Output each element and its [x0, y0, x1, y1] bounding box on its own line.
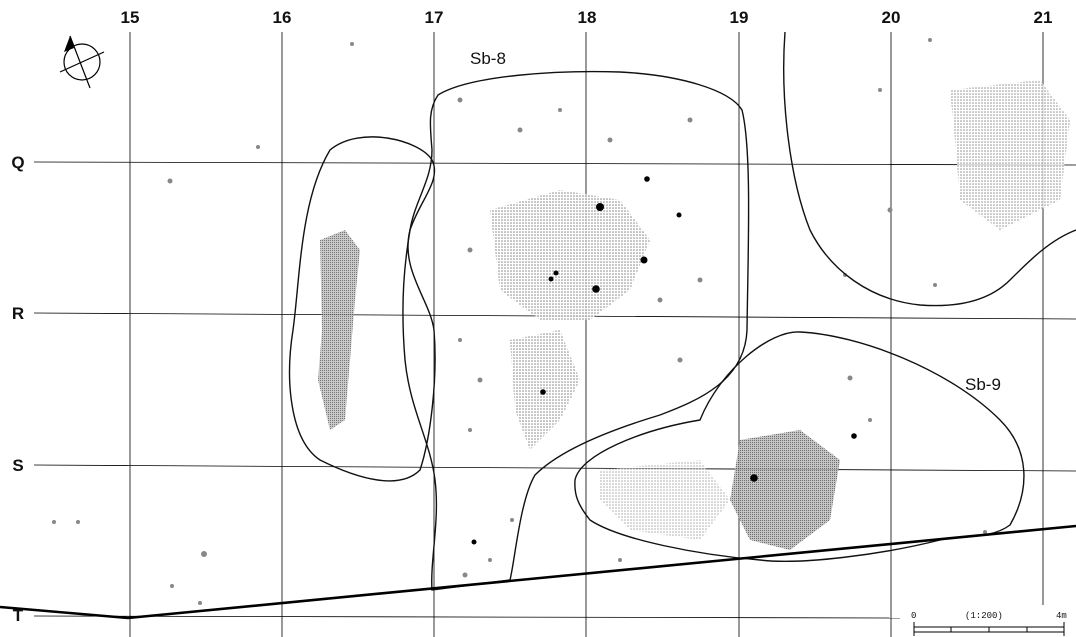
- black-finds: [471, 176, 857, 545]
- scatter-dots: [52, 38, 987, 605]
- outline-west-cluster: [288, 136, 436, 482]
- grid-row-q: [33, 161, 1076, 166]
- artifact-scatter: [318, 80, 1070, 550]
- scale-bar: 0 (1:200) 4m: [911, 611, 1067, 636]
- row-label-r: R: [12, 304, 24, 323]
- row-label-q: Q: [11, 153, 24, 172]
- site-label-sb9: Sb-9: [965, 375, 1001, 394]
- excavation-boundary-line: [0, 524, 1076, 620]
- grid-row-t: [33, 615, 901, 619]
- col-label-21: 21: [1034, 8, 1053, 27]
- row-label-t: T: [13, 606, 24, 625]
- col-label-19: 19: [730, 8, 749, 27]
- scale-ratio: (1:200): [965, 611, 1003, 621]
- cluster-northeast: [950, 80, 1070, 230]
- row-labels: Q R S T: [11, 153, 24, 625]
- column-labels: 15 16 17 18 19 20 21: [121, 8, 1053, 27]
- col-label-20: 20: [882, 8, 901, 27]
- scale-start: 0: [911, 611, 916, 621]
- col-label-18: 18: [578, 8, 597, 27]
- cluster-sb9: [730, 430, 840, 550]
- outline-northeast: [783, 31, 1076, 307]
- cluster-west: [318, 230, 360, 430]
- col-label-16: 16: [273, 8, 292, 27]
- north-arrow-icon: [59, 35, 105, 89]
- outline-sb8: [402, 70, 750, 591]
- grid-row-s: [33, 464, 1076, 472]
- cluster-sb8-south: [510, 330, 580, 450]
- outline-sb9: [574, 331, 1025, 562]
- scale-end: 4m: [1056, 611, 1067, 621]
- col-label-17: 17: [425, 8, 444, 27]
- row-label-s: S: [12, 456, 23, 475]
- site-label-sb8: Sb-8: [470, 49, 506, 68]
- cluster-sb9-west: [600, 460, 730, 540]
- cluster-sb8-north: [490, 190, 650, 320]
- col-label-15: 15: [121, 8, 140, 27]
